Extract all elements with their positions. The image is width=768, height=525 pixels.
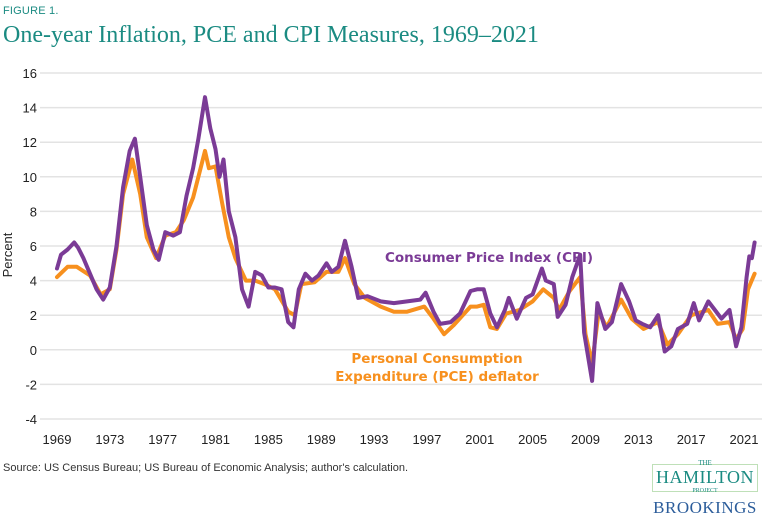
y-tick-label: 6: [30, 239, 37, 254]
logo-the: THE: [698, 459, 712, 467]
x-tick-label: 2017: [677, 432, 706, 447]
cpi-series-line: [55, 95, 757, 383]
logo-brookings: BROOKINGS: [653, 498, 757, 517]
logo-project: PROJECT: [692, 488, 718, 494]
y-tick-label: 4: [30, 274, 37, 289]
y-tick-label: 0: [30, 343, 37, 358]
x-tick-label: 1977: [148, 432, 177, 447]
figure-label: FIGURE 1.: [3, 5, 59, 17]
x-tick-label: 2001: [465, 432, 494, 447]
source-note: Source: US Census Bureau; US Bureau of E…: [3, 462, 409, 474]
x-tick-label: 1997: [412, 432, 441, 447]
x-tick-label: 2021: [730, 432, 759, 447]
logo-hamilton: HAMILTON: [655, 467, 754, 487]
y-tick-label: 14: [23, 101, 37, 116]
x-tick-label: 2013: [624, 432, 653, 447]
y-tick-label: -4: [25, 412, 37, 427]
y-tick-label: 10: [23, 170, 37, 185]
y-tick-label: -2: [25, 377, 37, 392]
x-tick-label: 1993: [360, 432, 389, 447]
y-axis-label: Percent: [0, 232, 15, 277]
x-tick-label: 1989: [307, 432, 336, 447]
y-tick-label: 12: [23, 135, 37, 150]
line-chart: -4 -2 0 2 4 6 8 10 12 14 16 1969 1973 1977 1981 1985 19…: [0, 66, 762, 447]
pce-annotation-line2: Expenditure (PCE) deflator: [335, 369, 539, 385]
x-tick-label: 1981: [201, 432, 230, 447]
x-tick-label: 1973: [95, 432, 124, 447]
hamilton-brookings-logo: THE HAMILTON PROJECT BROOKINGS: [650, 459, 760, 522]
y-tick-label: 2: [30, 308, 37, 323]
x-tick-label: 1985: [254, 432, 283, 447]
pce-annotation-line1: Personal Consumption: [351, 351, 522, 367]
x-tick-label: 2005: [518, 432, 547, 447]
cpi-annotation: Consumer Price Index (CPI): [385, 250, 593, 266]
chart-title: One-year Inflation, PCE and CPI Measures…: [3, 22, 539, 48]
y-tick-label: 8: [30, 204, 37, 219]
x-tick-label: 2009: [571, 432, 600, 447]
y-tick-label: 16: [23, 66, 37, 81]
x-tick-label: 1969: [43, 432, 72, 447]
